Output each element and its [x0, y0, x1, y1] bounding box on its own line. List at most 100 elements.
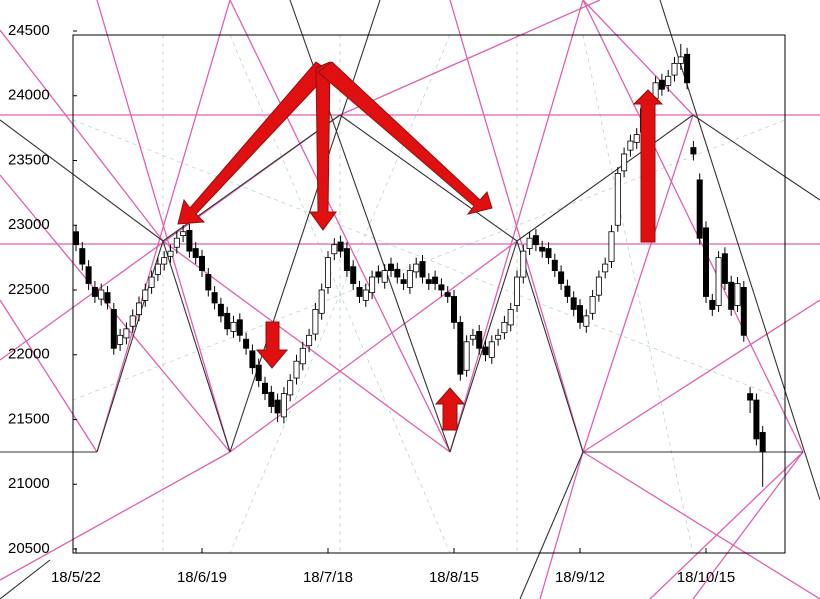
candle-body [394, 268, 401, 278]
candle-body [148, 276, 155, 288]
y-tick-label: 23000 [8, 216, 50, 233]
candle-body [356, 287, 363, 297]
candle-body [217, 303, 224, 317]
candle-body [312, 309, 319, 335]
candle-body [135, 302, 142, 316]
candle-body [658, 79, 665, 90]
candle-body [577, 305, 584, 323]
candle-body [324, 257, 331, 288]
candle-body [753, 399, 760, 440]
candle-body [205, 274, 212, 291]
candle-body [526, 237, 533, 249]
x-tick-label: 18/5/22 [51, 569, 101, 586]
candle-body [438, 284, 445, 291]
candle-body [154, 263, 161, 275]
candle-body [589, 296, 596, 314]
candle-body [337, 241, 344, 252]
candle-body [110, 309, 117, 349]
candle-body [343, 248, 350, 271]
candle-body [173, 237, 180, 248]
candle-body [129, 315, 136, 327]
candle-body [211, 292, 218, 304]
candle-body [306, 334, 313, 347]
plot-frame [72, 34, 786, 554]
candle-body [721, 253, 728, 284]
candle-body [299, 347, 306, 365]
candle-body [627, 140, 634, 151]
candle-body [224, 312, 231, 330]
candle-body [98, 289, 105, 300]
candle-body [759, 432, 766, 453]
candle-body [703, 227, 710, 297]
candle-body [91, 287, 98, 297]
candle-body [381, 270, 388, 283]
y-tick-label: 24500 [8, 22, 50, 39]
candle-body [501, 321, 508, 334]
candle-body [539, 246, 546, 252]
candle-body [249, 350, 256, 369]
x-tick-label: 18/6/19 [177, 569, 227, 586]
candle-body [362, 289, 369, 301]
candle-body [230, 321, 237, 332]
candle-body [280, 393, 287, 418]
y-tick-label: 22000 [8, 346, 50, 363]
candle-body [463, 341, 470, 371]
candle-body [520, 250, 527, 278]
candle-body [564, 285, 571, 297]
candle-body [671, 62, 678, 76]
x-tick-label: 18/9/12 [555, 569, 605, 586]
candle-body [740, 287, 747, 336]
candle-body [161, 257, 168, 265]
candle-body [255, 364, 262, 382]
candle-body [274, 399, 281, 414]
y-tick-label: 20500 [8, 540, 50, 557]
candle-body [375, 271, 382, 278]
candle-body [450, 296, 457, 323]
candle-body [507, 309, 514, 326]
candle-body [243, 338, 250, 349]
candle-body [532, 235, 539, 246]
candle-body [400, 279, 407, 284]
candle-body [192, 248, 199, 259]
candle-body [318, 289, 325, 314]
candle-body [104, 292, 111, 304]
candle-body [79, 248, 86, 265]
candle-body [331, 244, 338, 255]
candle-body [633, 134, 640, 143]
candle-body [608, 231, 615, 262]
candle-body [514, 276, 521, 306]
candle-body [73, 231, 80, 246]
candle-body [621, 153, 628, 172]
candles [73, 43, 766, 487]
candle-body [236, 319, 243, 336]
candle-body [287, 380, 294, 396]
candle-body [432, 276, 439, 284]
candle-body [684, 53, 691, 84]
y-tick-label: 24000 [8, 87, 50, 104]
candle-body [614, 173, 621, 226]
candle-body [551, 259, 558, 271]
candle-body [387, 263, 394, 271]
candle-body [747, 393, 754, 401]
candle-body [558, 271, 565, 284]
candle-body [85, 266, 92, 284]
candle-body [715, 257, 722, 306]
candle-body [180, 231, 187, 237]
candle-body [690, 147, 697, 155]
candle-body [734, 283, 741, 306]
candle-body [413, 263, 420, 273]
y-tick-label: 23500 [8, 151, 50, 168]
y-tick-label: 21500 [8, 410, 50, 427]
arrows [177, 61, 664, 431]
candle-body [602, 263, 609, 273]
candle-body [677, 56, 684, 64]
candle-body [482, 346, 489, 356]
candle-body [142, 289, 149, 301]
candle-body [261, 382, 268, 394]
candle-body [709, 299, 716, 310]
candle-body [186, 230, 193, 252]
x-tick-label: 18/8/15 [429, 569, 479, 586]
candle-body [369, 276, 376, 293]
